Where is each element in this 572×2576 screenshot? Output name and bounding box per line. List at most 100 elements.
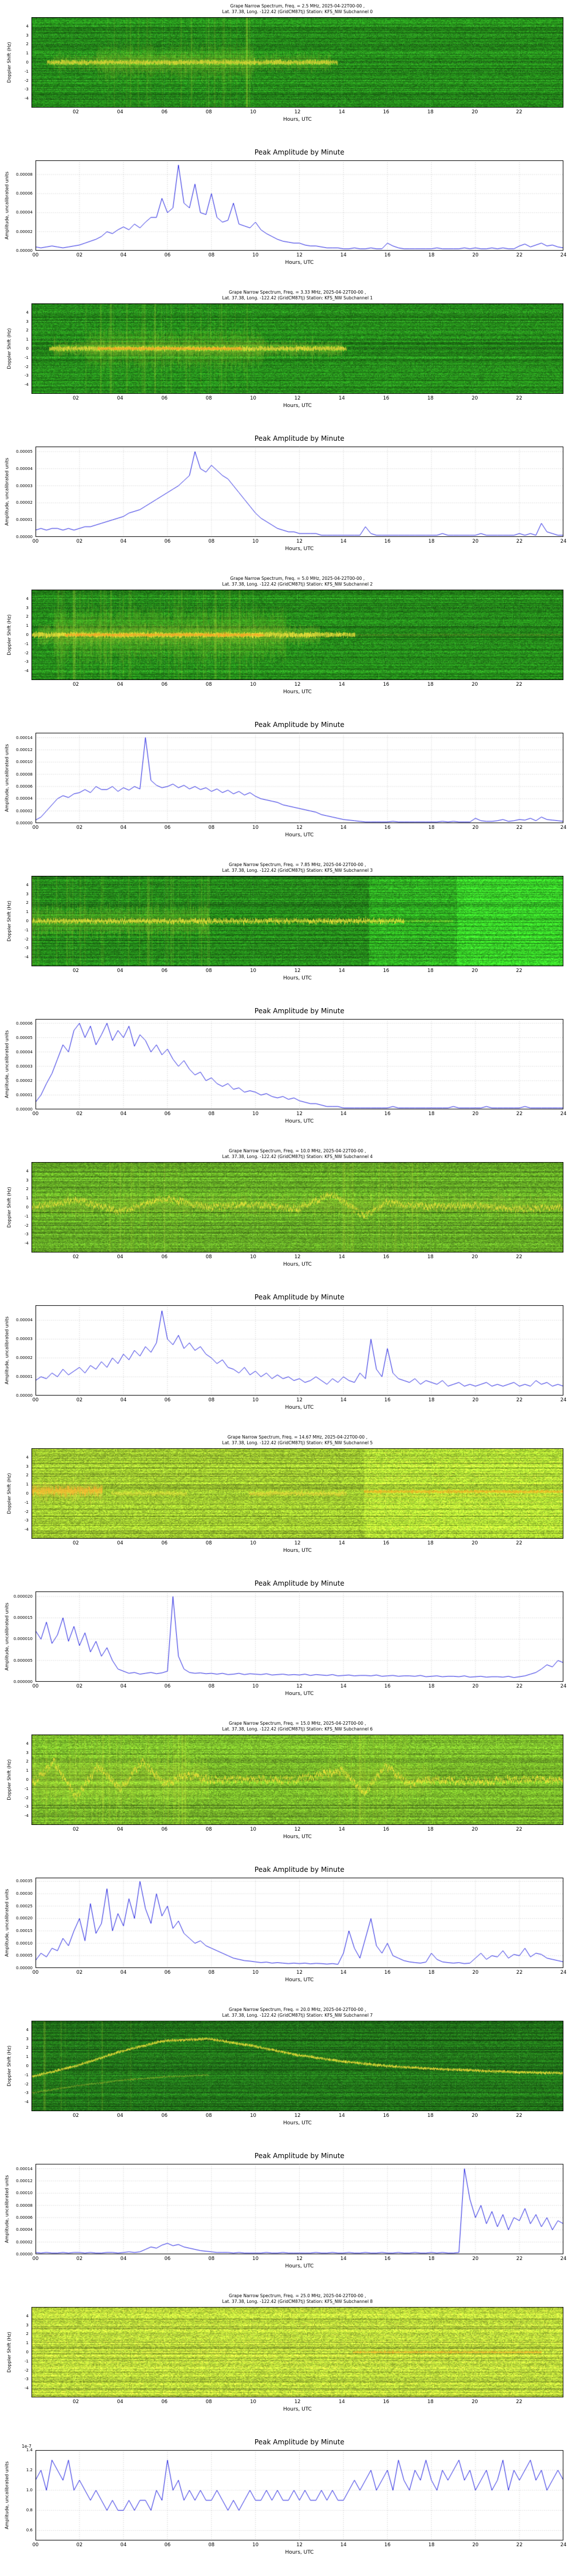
x-tick-label: 04 (117, 682, 124, 688)
x-tick-label: 06 (164, 2542, 171, 2548)
x-tick-label: 18 (428, 539, 435, 544)
spectrogram-plot-canvas (31, 1735, 563, 1825)
amplitude-plot-canvas (35, 1305, 563, 1396)
x-tick-label: 10 (252, 2542, 259, 2548)
x-tick-label: 04 (120, 539, 127, 544)
y-tick-label: -1 (25, 1500, 29, 1505)
x-tick-label: 12 (294, 682, 301, 688)
x-tick-label: 10 (250, 682, 256, 688)
y-tick-label: 0.00004 (16, 796, 33, 801)
x-axis-label: Hours, UTC (283, 1834, 312, 1840)
amplitude-plot-canvas (35, 733, 563, 823)
figure-title: Peak Amplitude by Minute (254, 721, 345, 729)
y-tick-label: 0.00008 (16, 772, 33, 777)
x-tick-label: 18 (428, 825, 435, 831)
x-tick-label: 06 (161, 1540, 168, 1546)
y-tick-label: -3 (25, 373, 29, 378)
x-tick-label: 22 (516, 109, 522, 115)
figure-subtitle: Lat. 37.38, Long. -122.42 (GridCM87tj) S… (222, 2013, 373, 2018)
x-tick-label: 08 (208, 2256, 215, 2262)
x-tick-label: 24 (560, 1684, 567, 1689)
x-tick-label: 02 (73, 968, 79, 974)
amplitude-figure-8: Peak Amplitude by Minute Amplitude, uncal… (0, 2433, 572, 2576)
x-tick-label: 20 (472, 825, 479, 831)
x-tick-label: 06 (164, 1111, 171, 1117)
figure-title: Grape Narrow Spectrum, Freq. = 14.67 MHz… (227, 1435, 368, 1440)
x-tick-label: 02 (76, 825, 83, 831)
x-tick-label: 22 (516, 682, 522, 688)
spectrogram-plot-canvas (31, 2021, 563, 2111)
x-tick-label: 24 (560, 825, 567, 831)
figure-title: Peak Amplitude by Minute (254, 1293, 345, 1301)
y-tick-label: 0.00001 (16, 517, 33, 523)
x-tick-label: 10 (252, 1397, 259, 1403)
y-tick-label: 1 (26, 2341, 29, 2346)
x-tick-label: 02 (73, 1254, 79, 1260)
x-tick-label: 24 (560, 2542, 567, 2548)
y-tick-label: 0.00005 (16, 449, 33, 454)
x-tick-label: 14 (339, 109, 345, 115)
y-tick-label: 1 (26, 623, 29, 629)
x-tick-label: 20 (472, 1684, 479, 1689)
figure-subtitle: Lat. 37.38, Long. -122.42 (GridCM87tj) S… (222, 295, 373, 301)
y-tick-label: 4 (26, 1455, 29, 1460)
amplitude-figure-1: Peak Amplitude by Minute Amplitude, uncal… (0, 429, 572, 572)
x-tick-label: 16 (384, 1684, 391, 1689)
x-axis-label: Hours, UTC (285, 260, 314, 266)
y-tick-label: 0.00004 (16, 466, 33, 471)
x-axis-label: Hours, UTC (285, 1691, 314, 1697)
x-tick-label: 20 (472, 2256, 479, 2262)
x-tick-label: 14 (340, 825, 347, 831)
y-tick-label: 1.0 (26, 2488, 33, 2493)
x-tick-label: 06 (161, 2113, 168, 2119)
figure-title: Peak Amplitude by Minute (254, 434, 345, 442)
y-tick-label: -4 (25, 1241, 29, 1246)
y-tick-label: 0.00004 (16, 1049, 33, 1054)
figure-subtitle: Lat. 37.38, Long. -122.42 (GridCM87tj) S… (222, 9, 373, 14)
y-tick-label: 0.00015 (16, 1929, 33, 1934)
y-tick-label: -1 (25, 1214, 29, 1219)
amplitude-plot-canvas (35, 1019, 563, 1109)
x-tick-label: 06 (161, 2399, 168, 2405)
y-tick-label: -3 (25, 2377, 29, 2382)
y-tick-label: 2 (26, 42, 29, 47)
y-axis-offset-label: 1e-7 (22, 2444, 31, 2449)
y-tick-label: 1 (26, 337, 29, 342)
x-tick-label: 18 (428, 1970, 435, 1976)
x-tick-label: 08 (205, 109, 212, 115)
x-tick-label: 02 (76, 2256, 83, 2262)
x-tick-label: 12 (296, 539, 303, 544)
y-tick-label: 0 (26, 2350, 29, 2354)
x-tick-label: 10 (250, 1827, 256, 1832)
y-tick-label: 0.00000 (16, 535, 33, 539)
x-tick-label: 20 (472, 2542, 479, 2548)
y-tick-label: -1 (25, 641, 29, 646)
spectrogram-figure-8: Grape Narrow Spectrum, Freq. = 25.0 MHz,… (0, 2290, 572, 2433)
figure-title: Grape Narrow Spectrum, Freq. = 15.0 MHz,… (229, 1721, 366, 1726)
x-tick-label: 06 (161, 396, 168, 401)
y-tick-label: 3 (26, 2036, 29, 2041)
x-tick-label: 16 (383, 109, 390, 115)
y-tick-label: 1 (26, 1482, 29, 1487)
x-tick-label: 20 (471, 1827, 478, 1832)
amplitude-figure-0: Peak Amplitude by Minute Amplitude, uncal… (0, 143, 572, 286)
x-tick-label: 24 (560, 1111, 567, 1117)
x-tick-label: 24 (560, 252, 567, 258)
y-tick-label: 3 (26, 1464, 29, 1469)
x-tick-label: 00 (32, 1684, 39, 1689)
x-tick-label: 02 (76, 1111, 83, 1117)
y-tick-label: 0.8 (26, 2508, 33, 2513)
y-tick-label: -2 (25, 1795, 29, 1800)
x-tick-label: 16 (383, 2113, 390, 2119)
y-tick-label: 4 (26, 1168, 29, 1174)
y-tick-label: 1.2 (26, 2468, 33, 2473)
spectrogram-figure-3: Grape Narrow Spectrum, Freq. = 7.85 MHz,… (0, 859, 572, 1002)
figure-title: Grape Narrow Spectrum, Freq. = 10.0 MHz,… (229, 1148, 366, 1153)
x-tick-label: 10 (252, 1970, 259, 1976)
y-tick-label: 0.00008 (16, 2203, 33, 2208)
y-tick-label: -1 (25, 1786, 29, 1791)
x-tick-label: 00 (32, 825, 39, 831)
spectrogram-plot-canvas (31, 2307, 563, 2397)
y-tick-label: 0.00002 (16, 2239, 33, 2245)
x-tick-label: 14 (340, 1397, 347, 1403)
